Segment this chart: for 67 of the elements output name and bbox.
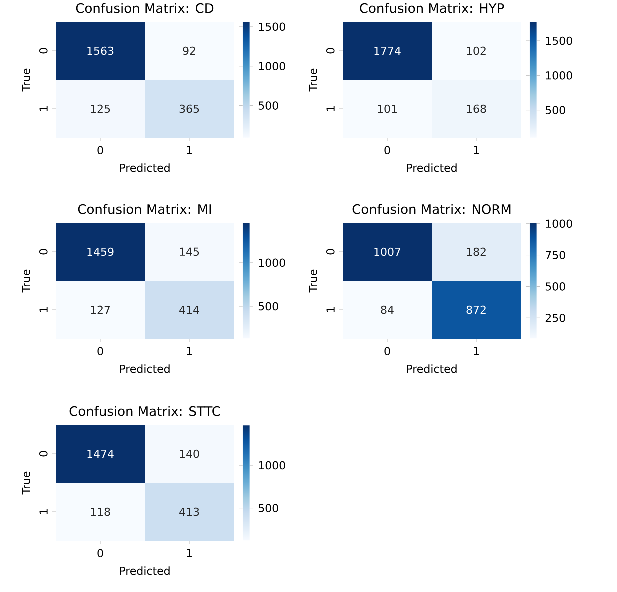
- chart-title: Confusion Matrix: HYP: [360, 3, 504, 14]
- x-axis-title: Predicted: [120, 364, 170, 374]
- y-axis-title: True: [22, 270, 30, 293]
- y-tick-label: 0: [39, 48, 48, 54]
- color-bar-label: 1000: [546, 72, 572, 80]
- color-bar-label: 500: [546, 282, 566, 291]
- x-tick-label: 0: [384, 146, 390, 155]
- data-label: 84: [381, 306, 394, 314]
- chart-title: Confusion Matrix: STTC: [70, 406, 220, 416]
- color-bar-label: 1000: [546, 220, 572, 228]
- x-tick-label: 1: [474, 146, 479, 154]
- color-bar-label: 500: [258, 302, 278, 311]
- data-label: 101: [378, 104, 397, 114]
- color-bar-label: 1000: [259, 258, 286, 268]
- data-label: 872: [466, 306, 486, 314]
- color-bar-label: 1500: [259, 22, 286, 32]
- color-bar-label: 250: [546, 314, 566, 322]
- x-tick-label: 1: [187, 146, 192, 154]
- y-tick-label: 1: [40, 106, 48, 112]
- x-axis-title: Predicted: [120, 566, 170, 576]
- chart-title: Confusion Matrix: MI: [78, 204, 212, 214]
- data-label: 125: [91, 104, 110, 114]
- chart-title: Confusion Matrix: CD: [76, 3, 214, 14]
- data-label: 1563: [88, 46, 114, 56]
- data-label: 1474: [88, 450, 114, 458]
- y-tick-label: 1: [326, 106, 335, 112]
- y-axis-title: True: [22, 472, 30, 495]
- data-label: 414: [180, 306, 200, 314]
- data-label: 182: [467, 248, 486, 256]
- color-bar-label: 500: [258, 102, 278, 110]
- color-bar-label: 750: [546, 251, 566, 260]
- data-label: 1007: [374, 248, 401, 256]
- x-tick-label: 0: [98, 146, 104, 155]
- y-axis-title: True: [309, 68, 318, 92]
- data-label: 92: [183, 46, 196, 56]
- data-label: 1774: [374, 46, 401, 55]
- y-tick-label: 0: [39, 249, 48, 255]
- data-label: 145: [180, 248, 200, 256]
- x-tick-label: 0: [98, 347, 104, 356]
- data-label: 365: [180, 104, 200, 114]
- x-axis-title: Predicted: [120, 164, 170, 172]
- data-label: 102: [467, 46, 486, 56]
- x-tick-label: 1: [474, 347, 479, 356]
- y-tick-label: 0: [326, 249, 335, 255]
- y-axis-title: True: [309, 270, 318, 293]
- x-tick-label: 1: [187, 347, 192, 356]
- x-axis-title: Predicted: [407, 364, 457, 374]
- data-label: 1459: [88, 248, 114, 256]
- data-label: 140: [180, 450, 200, 458]
- y-tick-label: 1: [326, 308, 335, 312]
- x-tick-label: 0: [384, 347, 390, 356]
- data-label: 168: [467, 104, 486, 114]
- y-tick-label: 0: [326, 48, 335, 54]
- y-tick-label: 1: [40, 510, 48, 514]
- color-bar-label: 500: [258, 504, 278, 512]
- data-label: 127: [91, 306, 110, 314]
- color-bar-label: 1000: [259, 461, 286, 470]
- color-bar-label: 1000: [259, 62, 286, 71]
- y-axis-title: True: [22, 68, 30, 92]
- y-tick-label: 1: [40, 308, 48, 312]
- x-axis-title: Predicted: [407, 164, 457, 172]
- color-bar-label: 1500: [546, 36, 572, 46]
- chart-title: Confusion Matrix: NORM: [352, 204, 511, 214]
- data-label: 413: [180, 508, 200, 516]
- color-bar-label: 500: [546, 106, 566, 114]
- data-label: 118: [91, 508, 110, 516]
- y-tick-label: 0: [39, 451, 48, 457]
